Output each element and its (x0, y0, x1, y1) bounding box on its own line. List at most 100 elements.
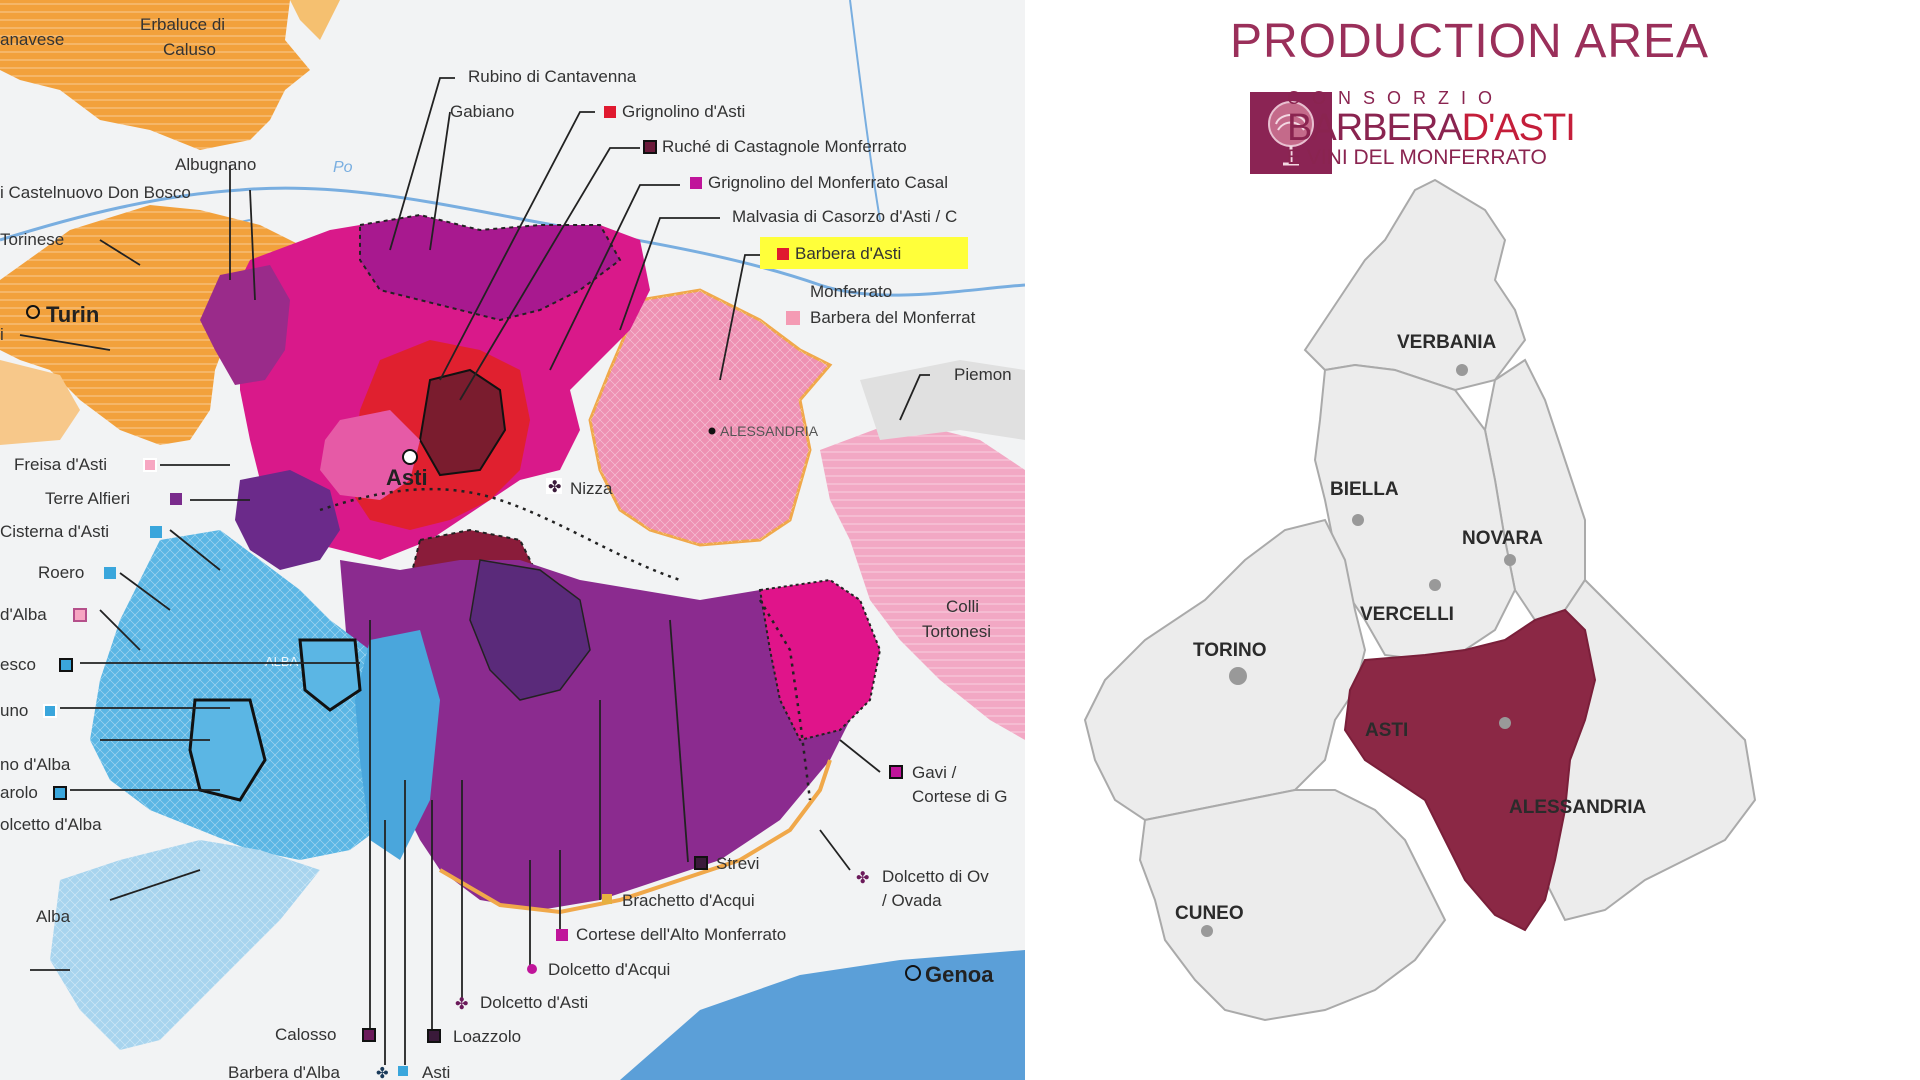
label-cisterna: Cisterna d'Asti (0, 522, 162, 541)
svg-text:d'Alba: d'Alba (0, 605, 47, 624)
label-grignolino-monf: Grignolino del Monferrato Casal (690, 173, 948, 192)
svg-text:Monferrato: Monferrato (810, 282, 892, 301)
svg-text:Brachetto d'Acqui: Brachetto d'Acqui (622, 891, 755, 910)
torino-marker (1229, 667, 1247, 685)
boundary-dotted-east (758, 599, 812, 801)
sea-area (620, 950, 1025, 1080)
svg-text:✤: ✤ (455, 996, 468, 1013)
province-torino (1083, 518, 1367, 822)
label-malvasia: Malvasia di Casorzo d'Asti / C (732, 207, 957, 226)
boundary-dotted (319, 487, 681, 582)
wine-glass-icon (1268, 101, 1314, 166)
highlight-barbera-asti (760, 237, 968, 269)
svg-text:/ Ovada: / Ovada (882, 891, 942, 910)
region-gavi (758, 578, 882, 742)
svg-text:Grignolino d'Asti: Grignolino d'Asti (622, 102, 745, 121)
consorzio-line-3: E VINI DEL MONFERRATO (1287, 146, 1547, 169)
label-torinese: Torinese (0, 230, 64, 249)
label-alessandria-city: ALESSANDRIA (720, 423, 819, 439)
svg-text:i: i (0, 325, 4, 344)
region-outline-south (438, 759, 832, 915)
label-d-alba: d'Alba (0, 605, 87, 624)
svg-text:Alba: Alba (36, 907, 71, 926)
river-north (849, 0, 881, 221)
label-grignolino-asti: Grignolino d'Asti (604, 102, 745, 121)
asti-marker (402, 449, 418, 465)
svg-text:Dolcetto d'Acqui: Dolcetto d'Acqui (548, 960, 670, 979)
region-ruche (418, 368, 507, 477)
label-roero: Roero (38, 563, 116, 582)
label-cuneo: CUNEO (1175, 903, 1244, 924)
svg-text:Asti: Asti (422, 1063, 450, 1080)
label-cortese-alto: Cortese dell'Alto Monferrato (556, 925, 786, 944)
region-asti-centre (320, 410, 420, 500)
svg-text:Grignolino del Monferrato Casa: Grignolino del Monferrato Casal (708, 173, 948, 192)
svg-text:✤: ✤ (856, 870, 869, 887)
label-strevi: Strevi (694, 854, 759, 873)
label-asti-province: ASTI (1365, 720, 1408, 741)
label-ruche: Ruché di Castagnole Monferrato (643, 137, 907, 156)
alessandria-province-marker (1499, 717, 1511, 729)
label-erbaluce-2: Caluso (163, 40, 216, 59)
label-dolcetto-ova-1: ✤ Dolcetto di Ov (856, 867, 989, 887)
svg-text:Cortese di G: Cortese di G (912, 787, 1007, 806)
leader-lines (19, 77, 930, 1065)
map-canvas: Turin Asti Genoa ALESSANDRIA ✤ Nizza ALB… (0, 0, 1025, 1080)
label-arolo: arolo (0, 783, 67, 802)
svg-text:Ruché di Castagnole Monferrato: Ruché di Castagnole Monferrato (662, 137, 907, 156)
label-verbania: VERBANIA (1397, 332, 1497, 353)
label-barbera-monf: Barbera del Monferrat (786, 308, 976, 327)
svg-text:✤: ✤ (376, 1065, 389, 1080)
svg-text:Rubino di Cantavenna: Rubino di Cantavenna (468, 67, 637, 86)
svg-text:Freisa d'Asti: Freisa d'Asti (14, 455, 107, 474)
region-barbaresco (298, 638, 362, 712)
label-freisa: Freisa d'Asti (14, 455, 157, 474)
svg-text:Piemon: Piemon (954, 365, 1012, 384)
verbania-marker (1456, 364, 1468, 376)
svg-text:esco: esco (0, 655, 36, 674)
svg-text:Barbera d'Alba: Barbera d'Alba (228, 1063, 340, 1080)
consorzio-line-1: CONSORZIO (1287, 88, 1505, 108)
page-title: PRODUCTION AREA (1230, 15, 1710, 68)
svg-text:Gabiano: Gabiano (450, 102, 514, 121)
svg-text:Torinese: Torinese (0, 230, 64, 249)
label-gavi-2: Cortese di G (912, 787, 1007, 806)
label-biella: BIELLA (1330, 479, 1399, 500)
province-asti (1343, 608, 1597, 932)
label-novara: NOVARA (1462, 528, 1543, 549)
province-cuneo (1138, 789, 1447, 1022)
consorzio-text: CONSORZIO BARBERAD'ASTI E VINI DEL MONFE… (1287, 88, 1597, 169)
svg-text:Loazzolo: Loazzolo (453, 1027, 521, 1046)
label-brachetto: Brachetto d'Acqui (602, 891, 755, 910)
production-area-panel: PRODUCTION AREA CONSORZIO BARBERAD'ASTI … (1025, 0, 1920, 1080)
province-novara (1483, 358, 1586, 622)
svg-text:Cortese dell'Alto Monferrato: Cortese dell'Alto Monferrato (576, 925, 786, 944)
label-dolcetto-asti: ✤ Dolcetto d'Asti (455, 993, 588, 1013)
region-orange-west (0, 360, 80, 445)
label-rubino: Rubino di Cantavenna (468, 67, 637, 86)
province-verbania (1303, 178, 1527, 392)
region-albugnano (200, 265, 290, 385)
label-colli: Colli (946, 597, 979, 616)
label-terre-alfieri: Terre Alfieri (45, 489, 182, 508)
svg-text:no d'Alba: no d'Alba (0, 755, 71, 774)
svg-text:Cisterna d'Asti: Cisterna d'Asti (0, 522, 109, 541)
label-calosso: Calosso (275, 1025, 376, 1044)
label-alba: Alba (36, 907, 71, 926)
province-alessandria (1544, 578, 1757, 922)
label-piemonte: Piemon (954, 365, 1012, 384)
label-dolcetto-ova-2: / Ovada (882, 891, 942, 910)
svg-text:Albugnano: Albugnano (175, 155, 256, 174)
svg-text:Barbera d'Asti: Barbera d'Asti (795, 244, 901, 263)
nizza-marker-bg (546, 478, 562, 494)
label-loazzolo: Loazzolo (427, 1027, 521, 1046)
svg-text:Strevi: Strevi (716, 854, 759, 873)
region-orange-small (290, 0, 340, 40)
label-no-dalba: no d'Alba (0, 755, 71, 774)
province-biella (1323, 418, 1437, 532)
svg-text:Dolcetto di Ov: Dolcetto di Ov (882, 867, 989, 886)
svg-text:Roero: Roero (38, 563, 84, 582)
label-alessandria-province: ALESSANDRIA (1509, 797, 1647, 818)
vercelli-marker (1429, 579, 1441, 591)
label-gabiano: Gabiano (450, 102, 514, 121)
